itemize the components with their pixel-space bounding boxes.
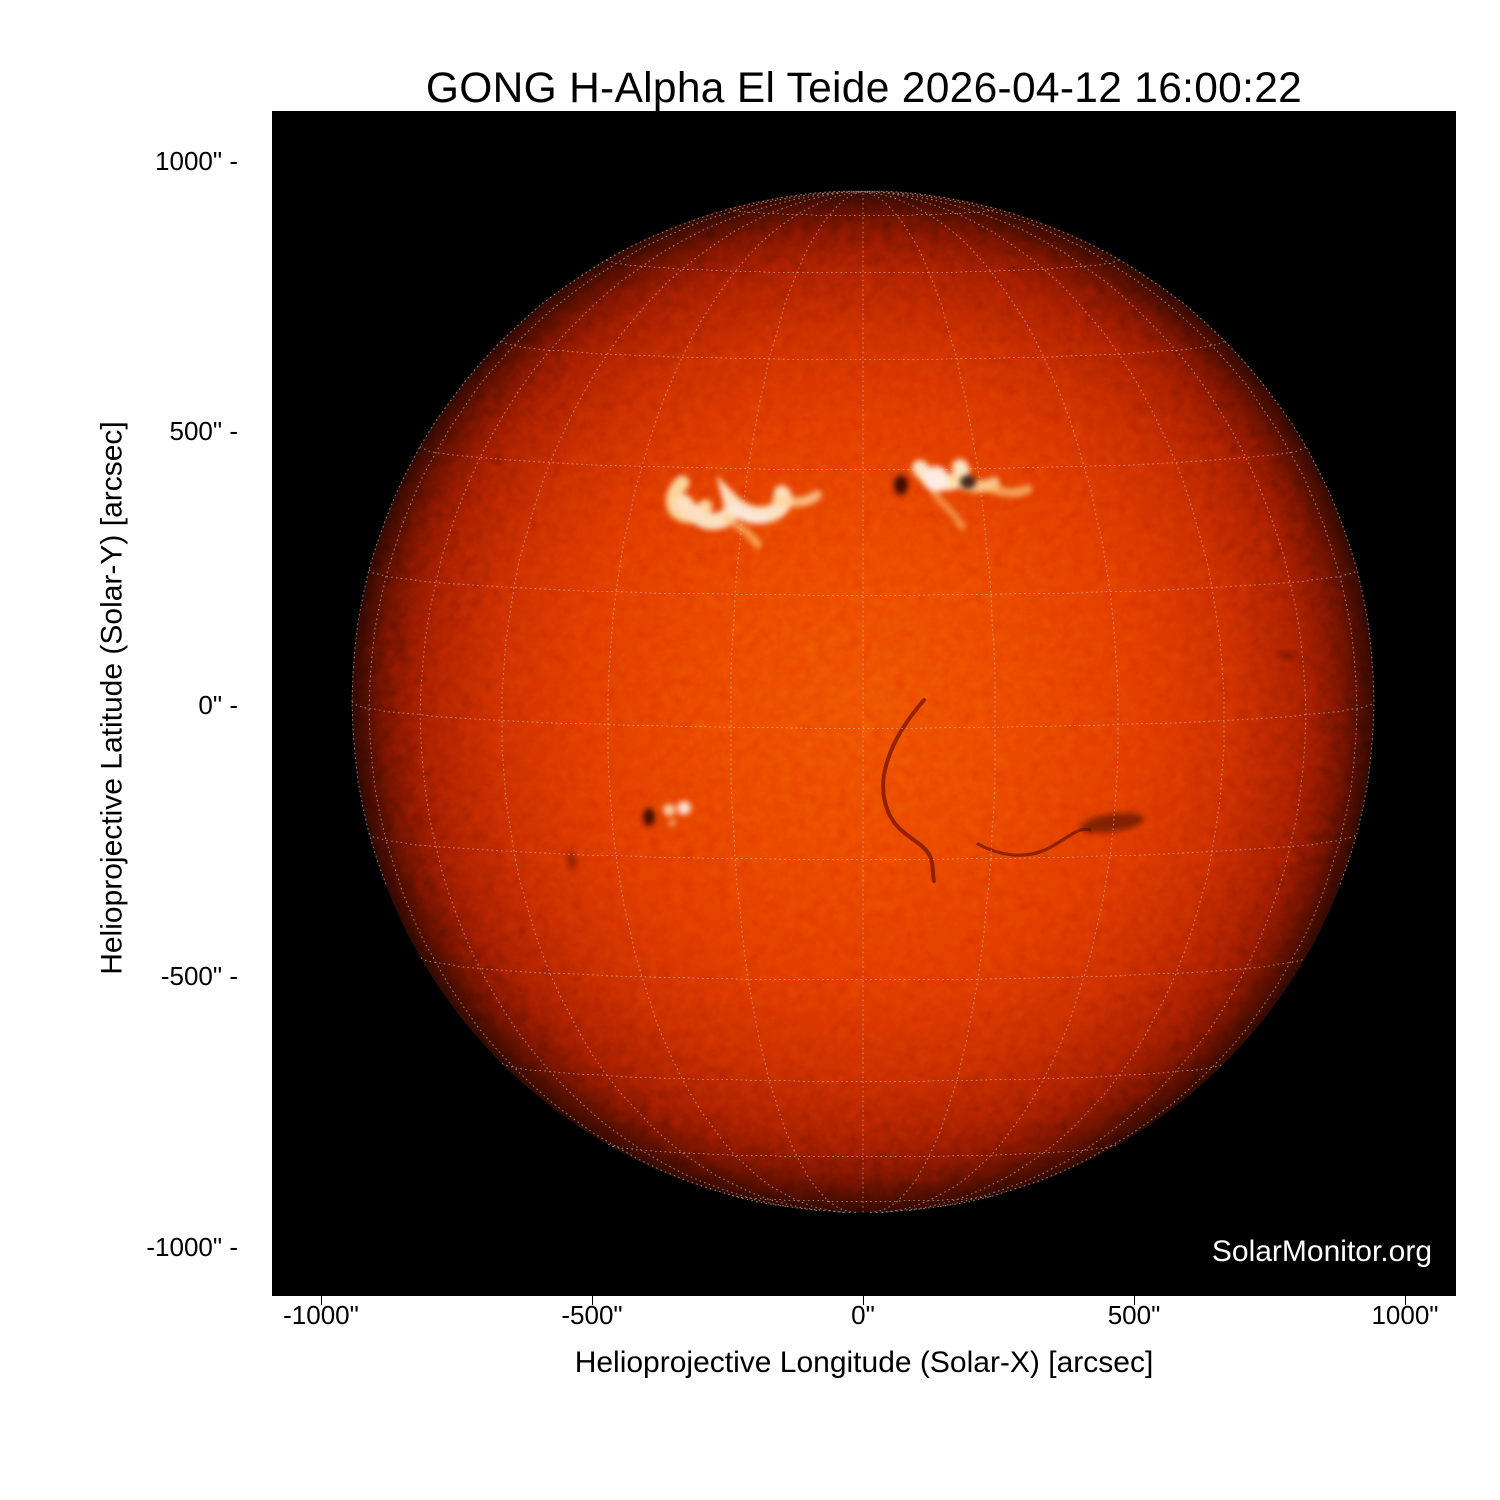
svg-text:SolarMonitor.org: SolarMonitor.org: [1212, 1235, 1432, 1268]
